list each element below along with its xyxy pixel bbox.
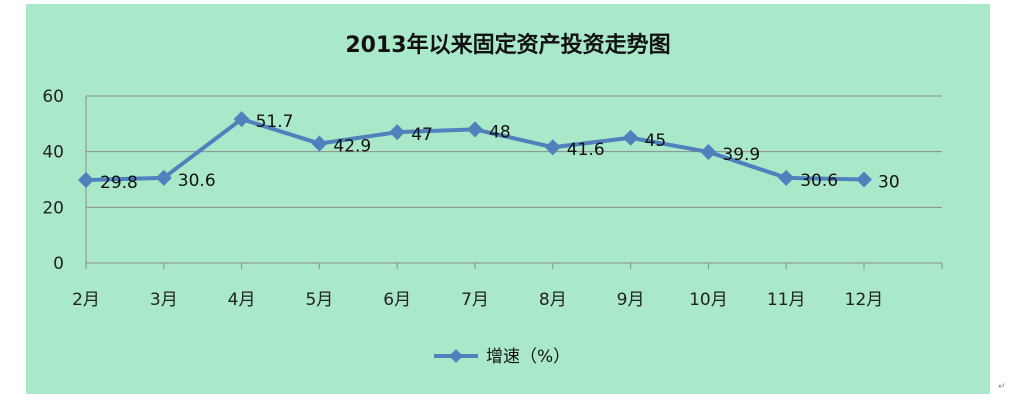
x-tick-1: 3月 bbox=[150, 290, 178, 310]
axes bbox=[85, 96, 943, 269]
data-point-5 bbox=[467, 121, 483, 138]
x-tick-labels: 2月 3月 4月 5月 6月 7月 8月 9月 10月 11月 12月 bbox=[72, 290, 883, 310]
data-point-1 bbox=[155, 169, 172, 186]
data-point-6 bbox=[544, 139, 561, 156]
data-label-8: 39.9 bbox=[722, 145, 760, 165]
series-growth bbox=[78, 111, 872, 189]
data-point-8 bbox=[700, 143, 717, 160]
data-point-10 bbox=[856, 171, 872, 188]
data-label-2: 51.7 bbox=[256, 112, 294, 132]
x-tick-3: 5月 bbox=[305, 290, 333, 310]
data-label-1: 30.6 bbox=[178, 171, 216, 191]
x-tick-5: 7月 bbox=[461, 290, 489, 310]
data-label-10: 30 bbox=[878, 173, 900, 193]
data-point-7 bbox=[622, 129, 639, 146]
x-tick-2: 4月 bbox=[228, 290, 256, 310]
y-tick-20: 20 bbox=[42, 198, 64, 218]
x-tick-4: 6月 bbox=[383, 290, 411, 310]
legend-label: 增速（%） bbox=[486, 347, 570, 367]
data-label-0: 29.8 bbox=[100, 173, 138, 193]
y-tick-labels: 0 20 40 60 bbox=[42, 87, 64, 274]
data-point-0 bbox=[78, 172, 94, 189]
chart-background bbox=[26, 4, 990, 394]
x-tick-8: 10月 bbox=[689, 290, 728, 310]
chart-title: 2013年以来固定资产投资走势图 bbox=[345, 32, 670, 58]
y-tick-0: 0 bbox=[53, 254, 64, 274]
x-tick-6: 8月 bbox=[539, 290, 567, 310]
x-tick-0: 2月 bbox=[72, 290, 100, 310]
legend: 增速（%） bbox=[434, 347, 570, 367]
data-label-6: 41.6 bbox=[567, 140, 605, 160]
legend-marker bbox=[449, 349, 463, 363]
x-tick-9: 11月 bbox=[767, 290, 806, 310]
x-tick-7: 9月 bbox=[617, 290, 645, 310]
data-point-9 bbox=[778, 169, 795, 186]
data-label-3: 42.9 bbox=[333, 137, 371, 157]
data-label-7: 45 bbox=[645, 131, 667, 151]
data-point-4 bbox=[389, 124, 406, 141]
y-tick-60: 60 bbox=[42, 87, 64, 107]
x-tick-10: 12月 bbox=[845, 290, 884, 310]
paragraph-mark: ↵ bbox=[998, 382, 1006, 392]
y-tick-40: 40 bbox=[42, 143, 64, 163]
data-label-9: 30.6 bbox=[800, 171, 838, 191]
data-label-5: 48 bbox=[489, 122, 511, 142]
data-labels: 29.8 30.6 51.7 42.9 47 48 41.6 45 39.9 30.6 30 bbox=[100, 112, 900, 193]
data-point-3 bbox=[311, 135, 328, 152]
data-point-2 bbox=[233, 111, 250, 128]
data-label-4: 47 bbox=[411, 125, 433, 145]
grid-lines bbox=[86, 95, 942, 208]
